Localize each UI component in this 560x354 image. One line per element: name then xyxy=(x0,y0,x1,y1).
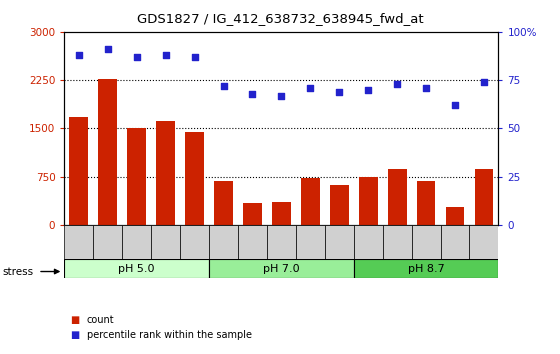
FancyBboxPatch shape xyxy=(151,225,180,260)
Text: count: count xyxy=(87,315,114,325)
Point xyxy=(277,93,286,98)
Point xyxy=(190,54,199,60)
Text: GDS1827 / IG_412_638732_638945_fwd_at: GDS1827 / IG_412_638732_638945_fwd_at xyxy=(137,12,423,25)
FancyBboxPatch shape xyxy=(122,225,151,260)
Bar xyxy=(474,169,493,225)
FancyBboxPatch shape xyxy=(180,225,209,260)
Bar xyxy=(330,185,349,225)
FancyBboxPatch shape xyxy=(325,225,354,260)
Bar xyxy=(214,181,233,225)
Bar xyxy=(272,202,291,225)
Bar xyxy=(417,181,436,225)
Point xyxy=(393,81,402,87)
Point xyxy=(306,85,315,91)
FancyBboxPatch shape xyxy=(382,225,412,260)
Bar xyxy=(359,177,377,225)
Text: pH 8.7: pH 8.7 xyxy=(408,264,445,274)
FancyBboxPatch shape xyxy=(412,225,441,260)
FancyBboxPatch shape xyxy=(354,225,382,260)
Text: stress: stress xyxy=(3,267,34,277)
Point xyxy=(450,102,459,108)
FancyBboxPatch shape xyxy=(354,259,498,278)
Point xyxy=(248,91,257,96)
FancyBboxPatch shape xyxy=(267,225,296,260)
Point xyxy=(103,46,112,52)
Bar xyxy=(388,169,407,225)
Bar xyxy=(185,132,204,225)
FancyBboxPatch shape xyxy=(64,259,209,278)
FancyBboxPatch shape xyxy=(441,225,469,260)
FancyBboxPatch shape xyxy=(238,225,267,260)
Bar xyxy=(69,117,88,225)
Text: pH 7.0: pH 7.0 xyxy=(263,264,300,274)
Text: ■: ■ xyxy=(70,315,80,325)
Text: ■: ■ xyxy=(70,330,80,339)
Bar xyxy=(99,79,117,225)
Point xyxy=(161,52,170,58)
Point xyxy=(364,87,373,93)
Point xyxy=(132,54,141,60)
Text: pH 5.0: pH 5.0 xyxy=(119,264,155,274)
Point xyxy=(479,79,488,85)
FancyBboxPatch shape xyxy=(209,225,238,260)
Bar xyxy=(446,207,464,225)
Point xyxy=(422,85,431,91)
Text: percentile rank within the sample: percentile rank within the sample xyxy=(87,330,252,339)
Bar xyxy=(127,128,146,225)
Bar xyxy=(301,178,320,225)
Bar xyxy=(156,121,175,225)
FancyBboxPatch shape xyxy=(469,225,498,260)
Point xyxy=(219,83,228,89)
FancyBboxPatch shape xyxy=(296,225,325,260)
Point xyxy=(335,89,344,95)
FancyBboxPatch shape xyxy=(94,225,122,260)
Point xyxy=(74,52,83,58)
FancyBboxPatch shape xyxy=(64,225,94,260)
Bar xyxy=(243,203,262,225)
FancyBboxPatch shape xyxy=(209,259,354,278)
